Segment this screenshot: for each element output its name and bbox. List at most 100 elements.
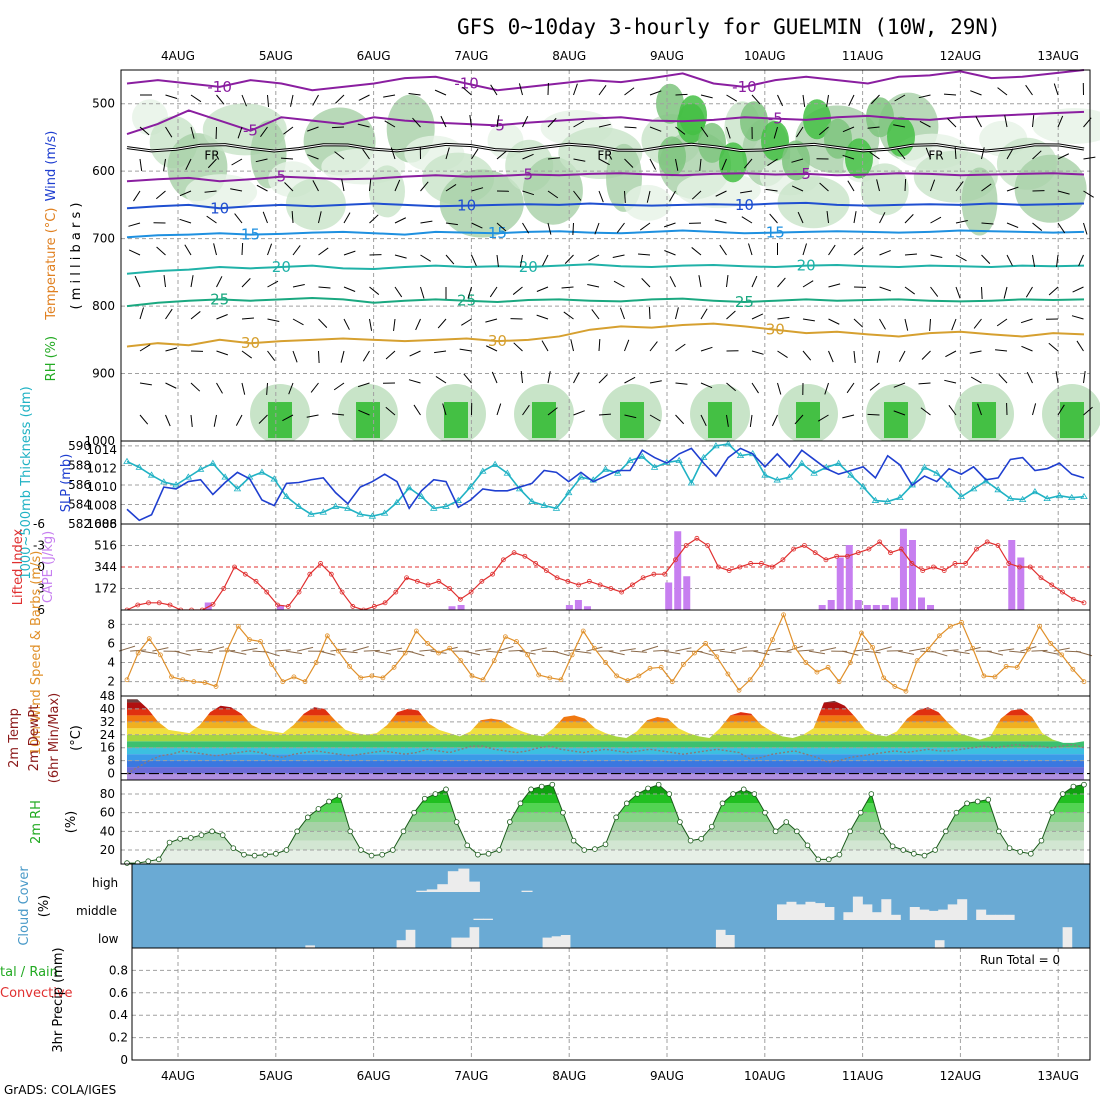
wind-barb <box>485 318 498 323</box>
wind-barb <box>1032 403 1037 416</box>
wind-barb <box>700 414 707 427</box>
wind-barb <box>624 87 635 96</box>
wind-barb <box>267 318 280 322</box>
wind10m-point <box>736 687 742 693</box>
rh-point <box>506 819 513 825</box>
cape-bar <box>565 605 573 610</box>
wind-barb <box>258 414 268 424</box>
wind10m-point <box>770 637 775 643</box>
isotherm-label: 10 <box>210 199 229 217</box>
li-tick-label: 0 <box>37 560 45 574</box>
wind-barb <box>867 413 880 416</box>
rh-blob <box>860 163 909 216</box>
rh-point <box>294 828 300 835</box>
li-point <box>1038 575 1044 581</box>
wind-barb <box>260 126 268 138</box>
wind10m-barb <box>196 650 213 654</box>
cape-bar <box>908 540 916 610</box>
li-point <box>371 604 377 609</box>
pressure-ticks: 500 600 700 800 900 1000 <box>84 97 115 448</box>
isotherm-label: 20 <box>797 257 816 275</box>
isotherm-label: 5 <box>524 166 534 184</box>
rh-point <box>751 791 758 797</box>
thickness-point <box>221 473 229 480</box>
rh-point <box>964 800 970 807</box>
bottom-date-label: 10AUG <box>744 1069 786 1083</box>
li-point <box>812 550 818 556</box>
li-point <box>404 575 409 581</box>
rh-point <box>443 786 449 793</box>
wind10m-point <box>847 660 853 665</box>
isotherm-line <box>126 201 1085 210</box>
wind-barb <box>853 318 864 328</box>
wind-barb <box>591 309 600 320</box>
rh-point <box>794 828 800 835</box>
wind-barb <box>867 126 880 129</box>
temp-tick-label: 8 <box>107 754 115 768</box>
wind-barb <box>369 318 373 331</box>
precip-conv-legend: Convective <box>0 986 73 1001</box>
wind-barb <box>522 153 534 160</box>
wind-barb <box>751 382 759 394</box>
wind10m-point <box>536 672 542 678</box>
rh-point <box>932 847 938 853</box>
wind-barb <box>1032 115 1035 128</box>
wind-barb <box>893 410 906 416</box>
wind10m-point <box>580 628 586 634</box>
freezing-level-label: FR <box>597 149 612 163</box>
rh-point <box>815 856 821 863</box>
wind-barb <box>1078 254 1084 267</box>
wind10m-point <box>336 648 341 654</box>
wind-barb <box>393 318 396 331</box>
cape-bar <box>827 600 835 610</box>
li-point <box>1070 596 1076 602</box>
li-tick-label: -6 <box>33 517 45 531</box>
wind-barb <box>1048 342 1059 352</box>
wind-barb <box>699 158 702 171</box>
isotherm-line <box>126 109 1085 136</box>
wind-barb <box>179 190 192 197</box>
cloud-bar-middle <box>919 909 930 920</box>
wind10m-barb <box>207 646 225 652</box>
wind10m-barb <box>808 650 826 655</box>
bottom-date-label: 4AUG <box>161 1069 195 1083</box>
rh-tick-label: 40 <box>100 824 115 838</box>
wind10m-barb <box>486 650 503 654</box>
isotherm-label: 20 <box>519 258 538 276</box>
cloud-bar-middle <box>881 899 892 920</box>
wind10m-barb <box>953 650 970 655</box>
wind-barb <box>384 120 396 128</box>
li-point <box>963 561 969 566</box>
top-date-label: 10AUG <box>744 49 786 63</box>
temperature-band <box>127 741 1084 748</box>
thickness-point <box>871 496 880 503</box>
wind10m-point <box>180 677 186 683</box>
rh-blob <box>777 176 850 229</box>
wind-barb <box>165 414 171 427</box>
wind-barb <box>134 275 141 288</box>
wind-barb <box>771 414 778 427</box>
thickness-point <box>810 469 818 476</box>
wind-barb <box>826 94 829 107</box>
wind-barb <box>536 286 549 292</box>
wind10m-barb <box>475 648 492 652</box>
cape-bar <box>276 605 284 610</box>
wind10m-point <box>402 650 408 656</box>
rh-point <box>326 798 332 805</box>
wind10m-barb <box>330 648 347 652</box>
wind-barb <box>1076 340 1084 352</box>
wind-barb <box>898 350 906 362</box>
wind-barb <box>420 254 431 262</box>
wind-barb <box>490 84 498 96</box>
wind-barb <box>1057 190 1070 195</box>
rh-core-low <box>268 402 292 439</box>
wind-barb <box>283 126 294 135</box>
cloud-label: Cloud Cover <box>17 866 32 946</box>
wind-barb <box>930 216 942 224</box>
wind10m-point <box>146 636 152 642</box>
li-point <box>242 571 248 577</box>
wind-barb <box>469 115 472 128</box>
wind-barb <box>904 318 909 331</box>
li-point <box>146 600 151 606</box>
